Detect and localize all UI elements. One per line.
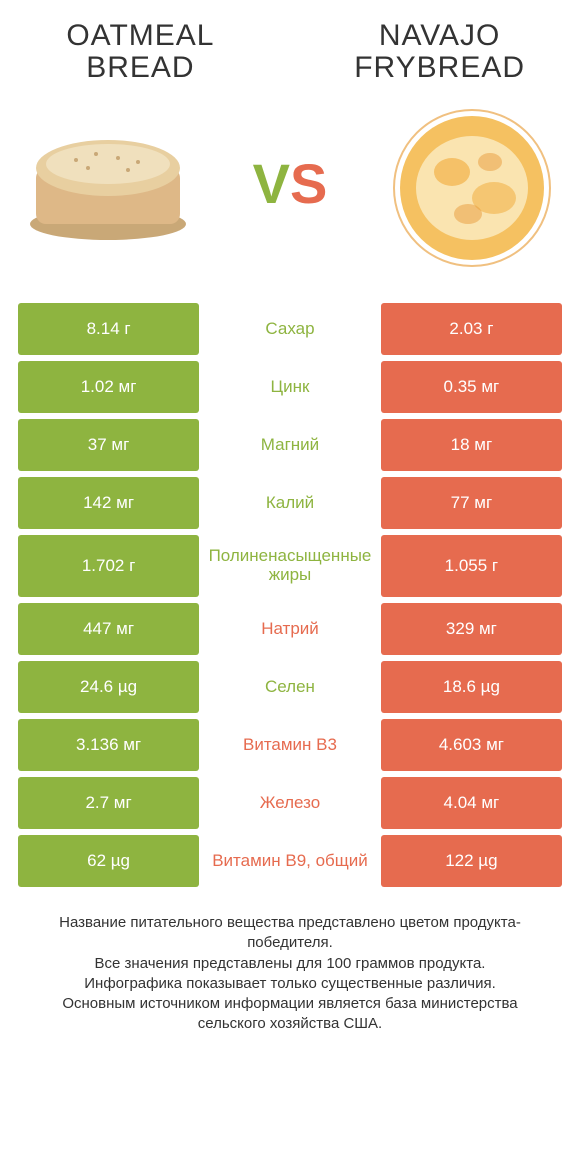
- frybread-image: [382, 98, 562, 268]
- left-value: 142 мг: [18, 477, 199, 529]
- table-row: 8.14 гСахар2.03 г: [18, 303, 562, 355]
- table-row: 62 µgВитамин B9, общий122 µg: [18, 835, 562, 887]
- right-value: 1.055 г: [381, 535, 562, 597]
- table-row: 1.702 гПолиненасыщенные жиры1.055 г: [18, 535, 562, 597]
- left-value: 62 µg: [18, 835, 199, 887]
- table-row: 2.7 мгЖелезо4.04 мг: [18, 777, 562, 829]
- right-title: Navajo frybread: [317, 20, 562, 83]
- vs-label: VS: [253, 151, 328, 216]
- nutrient-label: Полиненасыщенные жиры: [199, 535, 381, 597]
- table-row: 24.6 µgСелен18.6 µg: [18, 661, 562, 713]
- left-value: 8.14 г: [18, 303, 199, 355]
- nutrient-label: Витамин B3: [199, 719, 381, 771]
- left-value: 1.02 мг: [18, 361, 199, 413]
- footer-note: Название питательного вещества представл…: [18, 913, 562, 1035]
- nutrient-label: Витамин B9, общий: [199, 835, 381, 887]
- left-value: 447 мг: [18, 603, 199, 655]
- images-row: VS: [18, 93, 562, 273]
- table-row: 1.02 мгЦинк0.35 мг: [18, 361, 562, 413]
- table-row: 37 мгМагний18 мг: [18, 419, 562, 471]
- nutrient-label: Натрий: [199, 603, 381, 655]
- vs-v: V: [253, 152, 290, 215]
- infographic-container: Oatmeal bread Navajo frybread VS: [0, 0, 580, 1045]
- right-value: 4.04 мг: [381, 777, 562, 829]
- vs-s: S: [290, 152, 327, 215]
- left-value: 2.7 мг: [18, 777, 199, 829]
- nutrient-label: Селен: [199, 661, 381, 713]
- nutrient-label: Калий: [199, 477, 381, 529]
- table-row: 447 мгНатрий329 мг: [18, 603, 562, 655]
- comparison-table: 8.14 гСахар2.03 г 1.02 мгЦинк0.35 мг 37 мг…: [18, 303, 562, 887]
- right-value: 18 мг: [381, 419, 562, 471]
- nutrient-label: Сахар: [199, 303, 381, 355]
- right-value: 122 µg: [381, 835, 562, 887]
- right-value: 2.03 г: [381, 303, 562, 355]
- right-value: 0.35 мг: [381, 361, 562, 413]
- right-value: 4.603 мг: [381, 719, 562, 771]
- table-row: 3.136 мгВитамин B34.603 мг: [18, 719, 562, 771]
- right-value: 18.6 µg: [381, 661, 562, 713]
- nutrient-label: Железо: [199, 777, 381, 829]
- right-value: 77 мг: [381, 477, 562, 529]
- oatmeal-bread-image: [18, 98, 198, 268]
- left-value: 37 мг: [18, 419, 199, 471]
- titles-row: Oatmeal bread Navajo frybread: [18, 20, 562, 83]
- left-title: Oatmeal bread: [18, 20, 263, 83]
- right-value: 329 мг: [381, 603, 562, 655]
- nutrient-label: Магний: [199, 419, 381, 471]
- left-value: 3.136 мг: [18, 719, 199, 771]
- table-row: 142 мгКалий77 мг: [18, 477, 562, 529]
- nutrient-label: Цинк: [199, 361, 381, 413]
- left-value: 24.6 µg: [18, 661, 199, 713]
- left-value: 1.702 г: [18, 535, 199, 597]
